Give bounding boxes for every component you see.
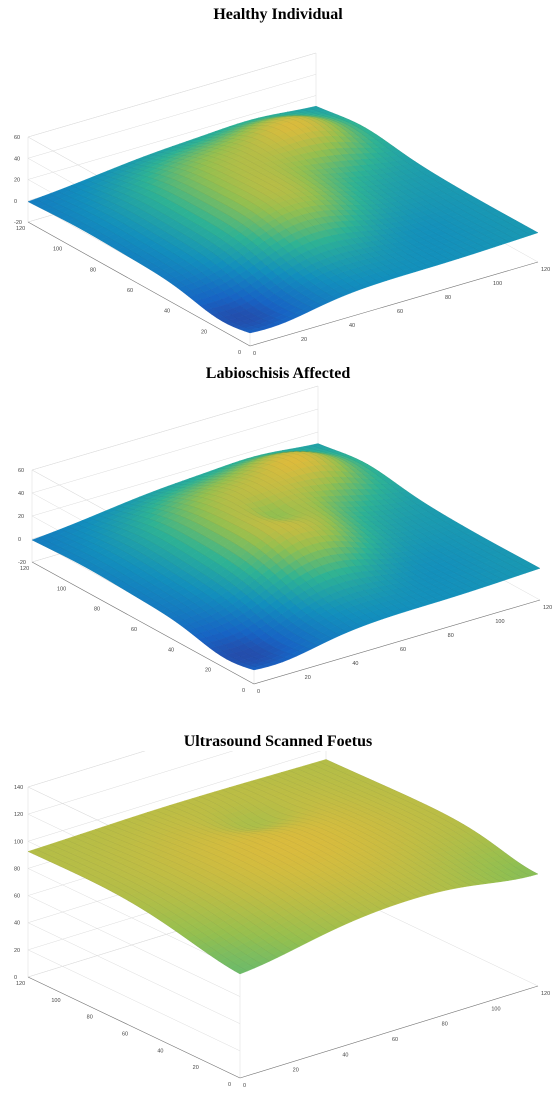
y-tick-label: 40: [157, 1048, 163, 1054]
z-tick-label: 60: [14, 894, 20, 900]
z-tick-label: 0: [14, 975, 17, 981]
chart-panel-labioschisis: Labioschisis Affected 0 20 40 60 80 100 120 0 20…: [0, 360, 556, 725]
z-tick-label: 40: [14, 921, 20, 927]
z-tick-label: 20: [18, 514, 24, 520]
x-tick-label: 100: [491, 1006, 500, 1012]
z-tick-label: 40: [14, 156, 20, 162]
y-tick-label: 0: [228, 1082, 231, 1088]
y-tick-label: 60: [122, 1032, 128, 1038]
x-tick-label: 80: [448, 633, 454, 639]
x-tick-label: 0: [257, 689, 260, 695]
z-tick-label: -20: [14, 220, 22, 226]
y-tick-label: 0: [238, 350, 241, 356]
surface-mesh: [28, 106, 538, 333]
y-tick-label: 40: [164, 309, 170, 315]
y-tick-label: 120: [16, 226, 25, 232]
y-tick-label: 60: [131, 627, 137, 633]
chart-title: Healthy Individual: [0, 6, 556, 24]
x-tick-label: 40: [352, 661, 358, 667]
z-tick-label: 60: [18, 468, 24, 474]
x-tick-label: 80: [442, 1022, 448, 1028]
x-tick-label: 100: [495, 619, 504, 625]
surface-mesh: [28, 759, 538, 974]
y-tick-label: 20: [193, 1065, 199, 1071]
x-tick-label: 60: [400, 647, 406, 653]
surface-mesh: [32, 444, 540, 670]
x-tick-label: 0: [253, 351, 256, 357]
z-tick-label: 120: [14, 812, 23, 818]
y-tick-label: 80: [90, 267, 96, 273]
y-tick-label: 120: [20, 566, 29, 572]
chart-title: Ultrasound Scanned Foetus: [0, 733, 556, 751]
x-tick-label: 120: [541, 267, 550, 273]
y-tick-label: 80: [87, 1015, 93, 1021]
axes: [28, 977, 538, 1078]
z-tick-label: 20: [14, 948, 20, 954]
x-tick-label: 60: [392, 1037, 398, 1043]
z-tick-label: 100: [14, 839, 23, 845]
y-tick-label: 100: [53, 247, 62, 253]
x-tick-label: 40: [349, 323, 355, 329]
x-tick-label: 20: [293, 1068, 299, 1074]
x-tick-label: 20: [301, 337, 307, 343]
x-tick-label: 40: [342, 1052, 348, 1058]
y-tick-label: 120: [16, 981, 25, 987]
z-tick-label: 40: [18, 491, 24, 497]
x-tick-label: 120: [541, 991, 550, 997]
x-tick-label: 60: [397, 309, 403, 315]
chart-title: Labioschisis Affected: [0, 365, 556, 383]
y-tick-label: 40: [168, 647, 174, 653]
x-tick-label: 80: [445, 295, 451, 301]
y-tick-label: 100: [51, 998, 60, 1004]
z-tick-label: 60: [14, 135, 20, 141]
x-tick-label: 0: [243, 1083, 246, 1089]
x-tick-label: 100: [493, 281, 502, 287]
y-tick-label: 60: [127, 288, 133, 294]
y-tick-label: 20: [201, 329, 207, 335]
y-tick-label: 0: [242, 688, 245, 694]
x-tick-label: 20: [305, 675, 311, 681]
z-tick-label: -20: [18, 560, 26, 566]
chart-panel-ultrasound: Ultrasound Scanned Foetus 0 20 40 60 80 100 12…: [0, 725, 556, 1095]
y-tick-label: 100: [57, 586, 66, 592]
z-tick-label: 0: [14, 199, 17, 205]
z-tick-label: 80: [14, 866, 20, 872]
z-tick-label: 0: [18, 537, 21, 543]
x-tick-label: 120: [543, 605, 552, 611]
surface-plot: 0204060801001200204060801001200204060801…: [0, 751, 556, 1096]
chart-panel-healthy: Healthy Individual 0 20 40 60 80 100 120 0 20 40 6…: [0, 0, 556, 360]
z-tick-label: 140: [14, 785, 23, 791]
y-tick-label: 80: [94, 607, 100, 613]
z-tick-label: 20: [14, 178, 20, 184]
y-tick-label: 20: [205, 668, 211, 674]
